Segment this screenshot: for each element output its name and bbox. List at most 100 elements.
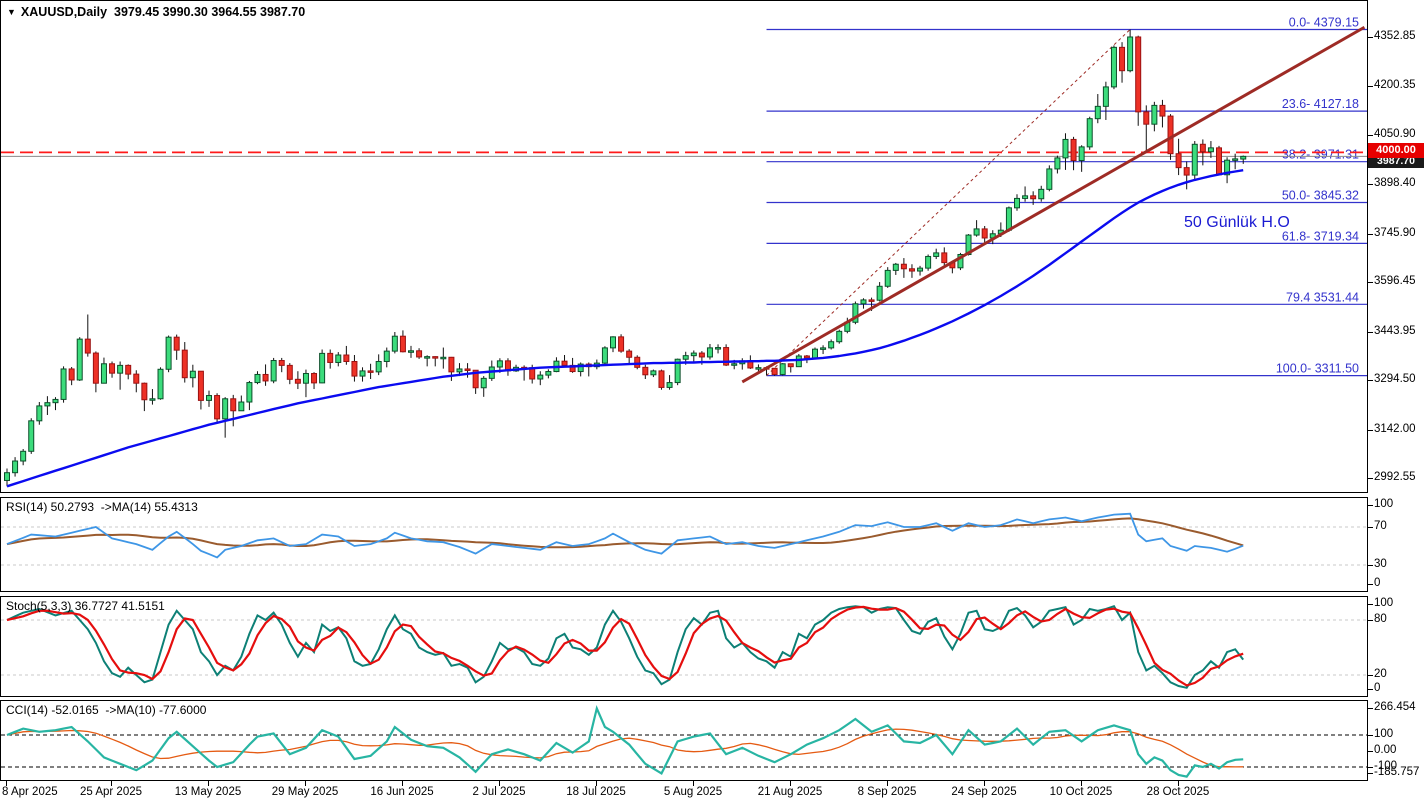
time-axis-tick xyxy=(6,781,7,786)
time-axis-label: 28 Oct 2025 xyxy=(1146,786,1210,798)
candle-body xyxy=(1110,46,1117,88)
candle-body xyxy=(812,348,818,359)
candle-body xyxy=(448,356,455,373)
candle-body xyxy=(302,372,309,384)
candle-body xyxy=(254,373,261,384)
candle-body xyxy=(52,398,59,404)
candle-body xyxy=(917,267,924,272)
candle-body xyxy=(1062,138,1069,159)
ma50-line xyxy=(6,169,1244,488)
cci-indicator-panel[interactable]: CCI(14) -52.0165 ->MA(10) -77.6000 xyxy=(0,700,1368,781)
stochastic-indicator-panel[interactable]: Stoch(5,3,3) 36.7727 41.5151 xyxy=(0,596,1368,697)
candle-body xyxy=(1207,147,1214,153)
symbol-dropdown-icon[interactable]: ▼ xyxy=(7,7,16,17)
candle-body xyxy=(892,263,899,271)
indicator-axis-tick xyxy=(1368,620,1373,621)
candle-body xyxy=(173,336,180,351)
indicator-axis-label: 0.00 xyxy=(1374,744,1397,756)
fib-level-label: 79.4 3531.44 xyxy=(1286,290,1359,304)
candle-body xyxy=(658,370,665,388)
time-axis-label: 25 Apr 2025 xyxy=(79,786,143,798)
rsi-indicator-panel[interactable]: RSI(14) 50.2793 ->MA(14) 55.4313 xyxy=(0,497,1368,592)
candle-body xyxy=(618,336,625,352)
indicator-axis-label: 266.454 xyxy=(1374,701,1416,713)
candle-body xyxy=(674,358,681,384)
candle-body xyxy=(981,228,988,239)
candle-body xyxy=(399,335,406,353)
trend-line[interactable] xyxy=(741,25,1366,384)
cci-canvas xyxy=(1,704,1367,778)
candle-body xyxy=(626,350,633,358)
candle-body xyxy=(28,420,35,452)
stochastic-label: Stoch(5,3,3) 36.7727 41.5151 xyxy=(6,599,165,613)
candle-body xyxy=(723,347,730,366)
candle-body xyxy=(60,368,67,400)
time-axis-label: 5 Aug 2025 xyxy=(663,786,723,798)
candle-body xyxy=(141,382,148,401)
candle-body xyxy=(577,363,584,373)
fib-level-label: 50.0- 3845.32 xyxy=(1282,189,1359,203)
indicator-axis-tick xyxy=(1368,708,1373,709)
ma50-caption-label[interactable]: 50 Günlük H.O xyxy=(1184,214,1290,231)
indicator-axis-tick xyxy=(1368,584,1373,585)
candle-body xyxy=(1046,168,1053,190)
candle-body xyxy=(828,341,835,349)
stoch-d-line xyxy=(6,605,1244,687)
candle-body xyxy=(100,363,107,384)
indicator-axis-tick xyxy=(1368,751,1373,752)
candle-body xyxy=(294,378,301,384)
candle-body xyxy=(933,252,940,257)
time-axis-label: 21 Aug 2025 xyxy=(757,786,823,798)
price-axis-tick xyxy=(1368,86,1373,87)
candle-body xyxy=(335,354,342,363)
candle-body xyxy=(666,382,673,388)
price-axis-tick xyxy=(1368,332,1373,333)
candle-body xyxy=(319,352,326,384)
time-axis-label: 2 Jul 2025 xyxy=(472,786,526,798)
stochastic-canvas xyxy=(1,604,1367,689)
candle-body xyxy=(876,285,883,301)
candle-body xyxy=(1094,105,1101,120)
candle-body xyxy=(214,395,221,420)
candle-body xyxy=(1143,111,1150,125)
candle-body xyxy=(900,263,907,270)
indicator-axis-label: 100 xyxy=(1374,597,1394,609)
indicator-axis-label: 0 xyxy=(1374,682,1381,694)
candle-body xyxy=(1191,143,1198,176)
ohlc-quote-text: 3979.45 3990.30 3964.55 3987.70 xyxy=(114,5,306,19)
indicator-axis-label: 0 xyxy=(1374,577,1381,589)
chart-title: ▼ XAUUSD,Daily 3979.45 3990.30 3964.55 39… xyxy=(7,5,305,19)
candle-body xyxy=(642,366,649,376)
price-axis-label: 2992.55 xyxy=(1374,471,1416,483)
candle-body xyxy=(925,255,932,269)
indicator-axis-tick xyxy=(1368,689,1373,690)
time-axis-tick xyxy=(1178,781,1179,786)
candle-body xyxy=(1070,138,1077,161)
time-axis-label: 10 Oct 2025 xyxy=(1049,786,1113,798)
candle-body xyxy=(230,398,237,412)
candle-body xyxy=(1127,36,1134,72)
cci-ma-line xyxy=(6,728,1244,768)
candle-body xyxy=(375,360,382,373)
time-axis-label: 16 Jun 2025 xyxy=(370,786,434,798)
price-axis-tick xyxy=(1368,184,1373,185)
indicator-axis-label: -185.757 xyxy=(1374,766,1420,778)
candle-body xyxy=(246,382,253,403)
candle-body xyxy=(1135,36,1142,113)
candle-body xyxy=(787,363,794,368)
time-axis-label: 13 May 2025 xyxy=(174,786,242,798)
fib-level-label: 23.6- 4127.18 xyxy=(1282,97,1359,111)
candle-body xyxy=(561,360,568,366)
candle-body xyxy=(803,355,810,359)
candle-body xyxy=(545,371,552,376)
candle-body xyxy=(76,338,83,381)
main-chart-panel[interactable]: 0.0- 4379.15 23.6- 4127.18 38.2- 3971.31 50… xyxy=(0,0,1368,493)
price-axis-tick xyxy=(1368,135,1373,136)
candle-body xyxy=(1014,197,1020,209)
candle-body xyxy=(1030,195,1037,200)
candle-body xyxy=(1159,104,1166,117)
candle-body xyxy=(44,402,51,407)
candle-body xyxy=(698,352,705,358)
candle-body xyxy=(222,398,229,420)
